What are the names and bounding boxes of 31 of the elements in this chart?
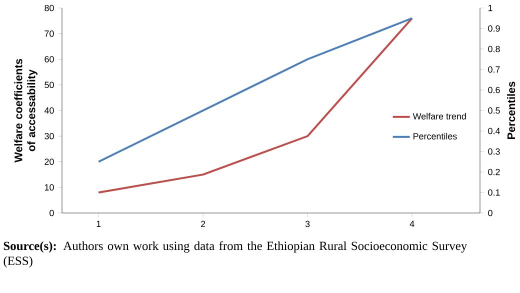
y2-tick-label: 0.2: [488, 168, 500, 176]
y-tick-label: 20: [44, 158, 54, 165]
y2-tick-label: 0.1: [488, 189, 500, 196]
text: Source(s): Authors own work using data from the Ethiopian Rural Socioeconomic Survey (ESS): [4, 241, 468, 268]
y2-tick-label: 0.7: [488, 66, 500, 73]
y2-tick-label: 0.5: [488, 107, 500, 114]
y-tick-label: 40: [44, 107, 54, 114]
line-series: [98, 17, 414, 163]
y2-tick-label: 0: [488, 210, 492, 216]
legend-label: Welfare trend: [412, 112, 466, 120]
y-tick-label: 10: [44, 184, 54, 191]
line-series: [98, 17, 414, 194]
y-tick-label: 80: [44, 4, 54, 12]
y-tick-label: 0: [50, 210, 54, 216]
y-axis-title: Welfare coefficients of accessability: [14, 58, 38, 162]
y2-tick-label: 1: [488, 4, 492, 12]
x-tick-label: 1: [96, 220, 101, 227]
x-tick-label: 4: [410, 220, 414, 227]
y2-tick-label: 0.8: [488, 46, 500, 52]
y2-axis-title: Percentiles: [507, 82, 516, 140]
y2-tick-label: 0.4: [488, 128, 500, 134]
y-tick-label: 70: [44, 30, 54, 37]
legend-label: Percentiles: [414, 132, 457, 140]
x-tick-label: 2: [201, 220, 206, 228]
x-tick-label: 3: [305, 220, 310, 228]
y-tick-label: 50: [44, 82, 54, 88]
y-tick-label: 60: [44, 56, 54, 62]
y2-tick-label: 0.9: [488, 25, 500, 32]
y2-tick-label: 0.3: [488, 148, 500, 155]
y-tick-label: 30: [44, 132, 54, 140]
y2-tick-label: 0.6: [488, 86, 500, 94]
